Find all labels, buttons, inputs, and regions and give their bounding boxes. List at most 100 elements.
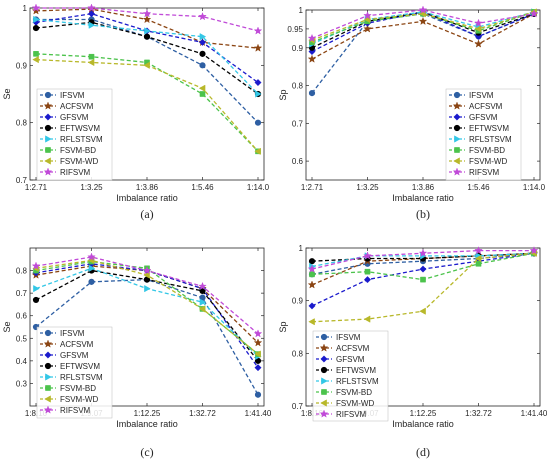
legend-marker	[44, 395, 51, 403]
data-point	[199, 33, 207, 41]
legend-item: RFLSTSVM	[449, 135, 512, 144]
y-axis-label: Se	[2, 88, 12, 99]
data-point	[198, 38, 207, 46]
legend-label: FSVM-WD	[336, 399, 374, 408]
legend-label: GFSVM	[60, 113, 89, 122]
data-point	[31, 3, 41, 12]
data-point	[419, 307, 426, 315]
legend-item: ACFSVM	[40, 339, 94, 349]
legend-item: FSVM-BD	[449, 146, 505, 155]
x-tick-label: 1:3.25	[80, 183, 103, 192]
data-point	[87, 252, 96, 261]
data-point	[254, 78, 262, 87]
x-tick-label: 1:8.10	[301, 409, 324, 418]
x-tick-label: 1:12.25	[134, 409, 161, 418]
data-point	[255, 90, 262, 98]
legend-marker	[45, 135, 52, 143]
data-point	[33, 15, 40, 24]
legend-item: IFSVM	[316, 333, 361, 342]
data-point	[198, 12, 207, 21]
data-point	[32, 296, 40, 304]
panel-caption: (d)	[416, 445, 430, 459]
data-point	[418, 16, 428, 26]
legend-item: IFSVM	[449, 91, 494, 100]
data-point	[474, 18, 483, 27]
legend-box	[445, 88, 522, 181]
x-tick-label: 1:3.86	[412, 183, 435, 192]
legend: IFSVM ACFSVM GFSVM EFTWSVM RFLSTSVM FSVM-BD FS…	[36, 326, 113, 419]
data-point	[199, 50, 206, 57]
data-point	[253, 329, 263, 338]
legend-label: RFLSTSVM	[60, 135, 103, 144]
y-tick-label: 0.8	[16, 119, 28, 128]
legend: IFSVM ACFSVM GFSVM EFTWSVM RFLSTSVM FSVM-BD FS…	[312, 330, 389, 422]
legend-item: ACFSVM	[40, 101, 94, 111]
data-point	[474, 39, 483, 48]
legend-marker	[453, 113, 461, 121]
data-point	[418, 248, 428, 257]
y-tick-label: 0.5	[16, 334, 28, 343]
legend-item: EFTWSVM	[40, 362, 100, 371]
legend-label: ACFSVM	[469, 102, 503, 111]
data-point	[474, 25, 482, 33]
legend-label: RIFSVM	[336, 410, 367, 419]
x-axis-label: Imbalance ratio	[392, 193, 454, 203]
legend-item: EFTWSVM	[316, 366, 376, 375]
data-point	[254, 119, 262, 126]
x-tick-label: 1:5.46	[467, 183, 490, 192]
chart-panel: 0.6 0.7 0.8 0.9 0.95 1 1:2.71 1:3.25 1:3.86 1:5.4…	[278, 5, 546, 221]
legend-item: ACFSVM	[316, 343, 370, 353]
series-line	[311, 11, 535, 43]
legend-label: RFLSTSVM	[60, 373, 103, 382]
legend-label: ACFSVM	[60, 340, 94, 349]
legend-marker	[321, 377, 328, 385]
chart-panel: 0.70.80.911:8.101:9.071:12.251:32.721:41…	[278, 244, 548, 459]
legend-label: RIFSVM	[469, 168, 500, 177]
data-point	[31, 6, 41, 15]
data-point	[308, 90, 316, 97]
legend-marker	[319, 409, 329, 418]
legend-label: GFSVM	[336, 355, 365, 364]
legend-marker	[45, 385, 51, 391]
legend-marker	[320, 399, 327, 407]
data-point	[308, 318, 315, 326]
x-tick-label: 1:32.72	[189, 409, 216, 418]
legend-marker	[44, 362, 52, 370]
series-rifsvm	[31, 3, 263, 35]
legend-marker	[45, 373, 52, 381]
legend-marker	[320, 366, 328, 374]
legend-label: RIFSVM	[60, 168, 91, 177]
data-point	[87, 58, 95, 67]
data-point	[87, 3, 96, 12]
data-point	[363, 251, 372, 260]
legend-item: RFLSTSVM	[40, 373, 103, 382]
panel-caption: (a)	[140, 207, 153, 221]
x-tick-label: 1:3.25	[356, 183, 379, 192]
data-point	[253, 43, 263, 52]
data-point	[474, 246, 483, 255]
y-tick-label: 0.8	[16, 267, 28, 276]
legend-marker	[452, 167, 462, 176]
x-tick-label: 1:32.72	[465, 409, 492, 418]
y-axis-label: Sp	[278, 321, 288, 332]
x-tick-label: 1:41.40	[521, 409, 548, 418]
legend-item: RFLSTSVM	[316, 377, 379, 386]
x-tick-label: 1:14.0	[523, 183, 546, 192]
legend-label: FSVM-BD	[60, 384, 96, 393]
data-point	[419, 265, 427, 273]
data-point	[309, 271, 315, 278]
data-point	[143, 33, 151, 40]
legend-marker	[453, 157, 460, 165]
data-point	[199, 298, 207, 306]
data-point	[529, 9, 539, 18]
y-tick-label: 0.6	[292, 157, 304, 166]
data-point	[142, 14, 152, 24]
legend-marker	[43, 405, 53, 414]
legend-item: FSVM-WD	[449, 157, 507, 166]
x-tick-label: 1:2.71	[25, 183, 48, 192]
legend-marker	[45, 147, 51, 153]
legend-label: IFSVM	[60, 329, 85, 338]
x-tick-label: 1:12.25	[410, 409, 437, 418]
data-point	[142, 9, 152, 18]
legend-item: EFTWSVM	[40, 124, 100, 133]
